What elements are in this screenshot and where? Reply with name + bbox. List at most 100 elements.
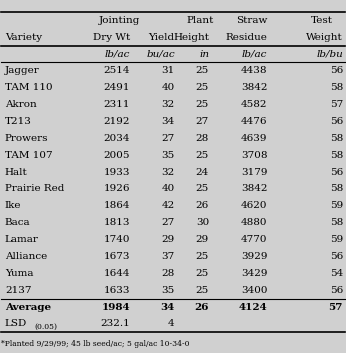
Text: 3929: 3929 bbox=[241, 252, 267, 261]
Text: 1740: 1740 bbox=[103, 235, 130, 244]
Text: Variety: Variety bbox=[5, 33, 42, 42]
Text: 58: 58 bbox=[330, 134, 343, 143]
Text: 28: 28 bbox=[196, 134, 209, 143]
Text: 59: 59 bbox=[330, 201, 343, 210]
Text: lb/ac: lb/ac bbox=[242, 49, 267, 59]
Text: 2192: 2192 bbox=[103, 117, 130, 126]
Text: 40: 40 bbox=[162, 185, 175, 193]
Text: 25: 25 bbox=[196, 185, 209, 193]
Text: Yuma: Yuma bbox=[5, 269, 33, 278]
Text: 34: 34 bbox=[161, 303, 175, 312]
Text: 56: 56 bbox=[330, 286, 343, 295]
Text: 3400: 3400 bbox=[241, 286, 267, 295]
Text: 232.1: 232.1 bbox=[100, 319, 130, 328]
Text: 35: 35 bbox=[162, 286, 175, 295]
Text: 31: 31 bbox=[162, 66, 175, 76]
Text: 35: 35 bbox=[162, 151, 175, 160]
Text: TAM 110: TAM 110 bbox=[5, 83, 53, 92]
Text: Straw: Straw bbox=[236, 16, 267, 25]
Text: 1864: 1864 bbox=[103, 201, 130, 210]
Text: 4582: 4582 bbox=[241, 100, 267, 109]
Text: 54: 54 bbox=[330, 269, 343, 278]
Text: Prowers: Prowers bbox=[5, 134, 48, 143]
Text: 56: 56 bbox=[330, 252, 343, 261]
Text: 56: 56 bbox=[330, 117, 343, 126]
Text: 57: 57 bbox=[330, 100, 343, 109]
Text: 30: 30 bbox=[196, 218, 209, 227]
Text: Jointing: Jointing bbox=[99, 16, 140, 25]
Text: Alliance: Alliance bbox=[5, 252, 47, 261]
Text: 58: 58 bbox=[330, 185, 343, 193]
Text: 27: 27 bbox=[162, 218, 175, 227]
Text: 1926: 1926 bbox=[103, 185, 130, 193]
Text: bu/ac: bu/ac bbox=[146, 49, 175, 59]
Text: 42: 42 bbox=[162, 201, 175, 210]
Text: 32: 32 bbox=[162, 168, 175, 176]
Text: 37: 37 bbox=[162, 252, 175, 261]
Text: 1933: 1933 bbox=[103, 168, 130, 176]
Text: 29: 29 bbox=[196, 235, 209, 244]
Text: 26: 26 bbox=[194, 303, 209, 312]
Text: *Planted 9/29/99; 45 lb seed/ac; 5 gal/ac 10-34-0: *Planted 9/29/99; 45 lb seed/ac; 5 gal/a… bbox=[1, 340, 190, 348]
Text: 2491: 2491 bbox=[103, 83, 130, 92]
Text: lb/ac: lb/ac bbox=[105, 49, 130, 59]
Text: 32: 32 bbox=[162, 100, 175, 109]
Text: 27: 27 bbox=[162, 134, 175, 143]
Text: T213: T213 bbox=[5, 117, 32, 126]
Text: 3842: 3842 bbox=[241, 83, 267, 92]
Text: 34: 34 bbox=[162, 117, 175, 126]
Text: Jagger: Jagger bbox=[5, 66, 39, 76]
Text: 25: 25 bbox=[196, 252, 209, 261]
Text: 57: 57 bbox=[328, 303, 343, 312]
Text: 56: 56 bbox=[330, 66, 343, 76]
Text: 4770: 4770 bbox=[241, 235, 267, 244]
Text: Prairie Red: Prairie Red bbox=[5, 185, 64, 193]
Text: TAM 107: TAM 107 bbox=[5, 151, 53, 160]
Text: 40: 40 bbox=[162, 83, 175, 92]
Text: Average: Average bbox=[5, 303, 51, 312]
Text: LSD: LSD bbox=[5, 319, 27, 328]
Text: lb/bu: lb/bu bbox=[316, 49, 343, 59]
Text: Height: Height bbox=[173, 33, 209, 42]
Text: 4438: 4438 bbox=[241, 66, 267, 76]
Text: 58: 58 bbox=[330, 83, 343, 92]
Text: 2137: 2137 bbox=[5, 286, 31, 295]
Text: Test: Test bbox=[311, 16, 333, 25]
Text: 26: 26 bbox=[196, 201, 209, 210]
Text: Weight: Weight bbox=[306, 33, 343, 42]
Text: 3708: 3708 bbox=[241, 151, 267, 160]
Text: Residue: Residue bbox=[226, 33, 267, 42]
Text: 4880: 4880 bbox=[241, 218, 267, 227]
Text: 27: 27 bbox=[196, 117, 209, 126]
Text: 29: 29 bbox=[162, 235, 175, 244]
Text: 1633: 1633 bbox=[103, 286, 130, 295]
Text: 58: 58 bbox=[330, 218, 343, 227]
Text: 25: 25 bbox=[196, 66, 209, 76]
Text: 4: 4 bbox=[168, 319, 175, 328]
Text: Halt: Halt bbox=[5, 168, 28, 176]
Text: 1984: 1984 bbox=[101, 303, 130, 312]
Text: 59: 59 bbox=[330, 235, 343, 244]
Text: 1673: 1673 bbox=[103, 252, 130, 261]
Text: 4476: 4476 bbox=[241, 117, 267, 126]
Text: 4620: 4620 bbox=[241, 201, 267, 210]
Text: Yield: Yield bbox=[148, 33, 175, 42]
Text: Dry Wt: Dry Wt bbox=[93, 33, 130, 42]
Text: 2514: 2514 bbox=[103, 66, 130, 76]
Text: 25: 25 bbox=[196, 151, 209, 160]
Text: 56: 56 bbox=[330, 168, 343, 176]
Text: 25: 25 bbox=[196, 269, 209, 278]
Text: Lamar: Lamar bbox=[5, 235, 39, 244]
Text: 25: 25 bbox=[196, 286, 209, 295]
Text: in: in bbox=[199, 49, 209, 59]
Text: 4639: 4639 bbox=[241, 134, 267, 143]
Text: 2311: 2311 bbox=[103, 100, 130, 109]
Text: 2005: 2005 bbox=[103, 151, 130, 160]
Text: 3179: 3179 bbox=[241, 168, 267, 176]
Text: 58: 58 bbox=[330, 151, 343, 160]
Text: 1813: 1813 bbox=[103, 218, 130, 227]
Text: 25: 25 bbox=[196, 83, 209, 92]
Text: 3429: 3429 bbox=[241, 269, 267, 278]
Text: (0.05): (0.05) bbox=[34, 322, 57, 330]
Text: 24: 24 bbox=[196, 168, 209, 176]
